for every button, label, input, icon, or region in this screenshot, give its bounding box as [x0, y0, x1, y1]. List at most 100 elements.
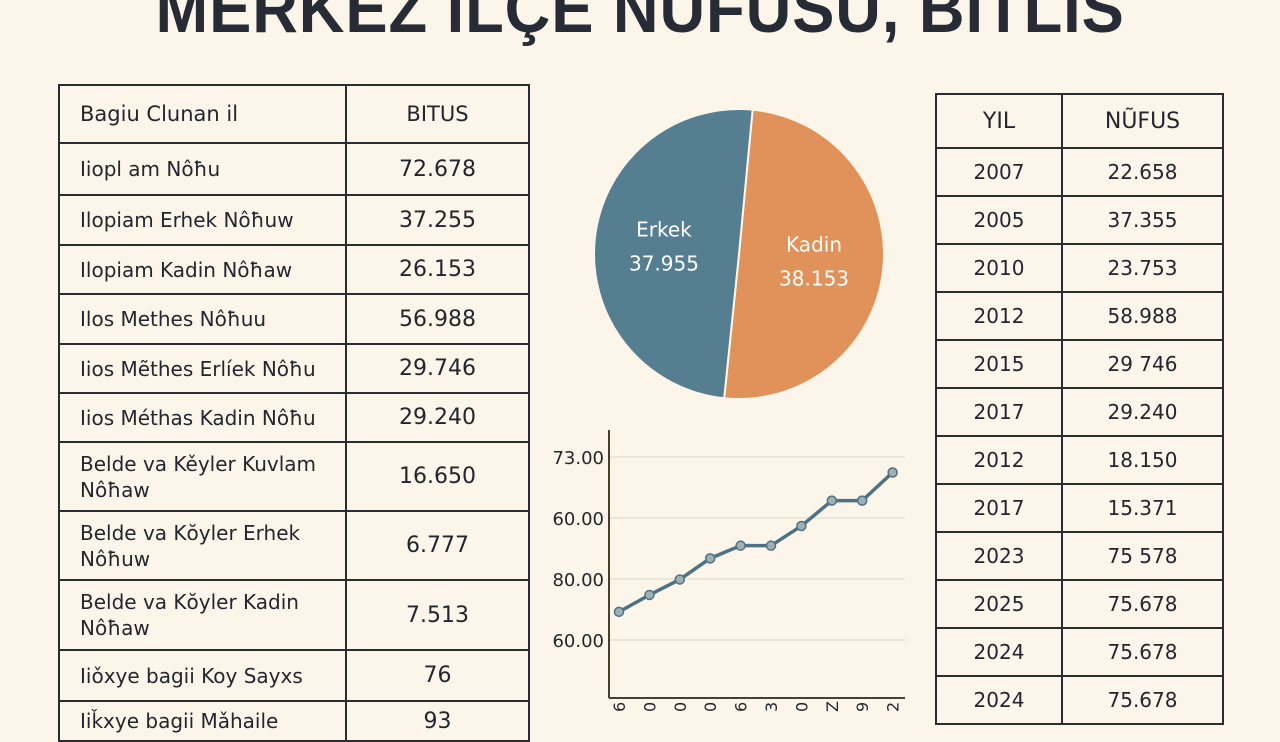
population-cell: 75.678: [1061, 579, 1224, 629]
header-cell: NŨFUS: [1061, 93, 1224, 149]
table-row: Ilopiam Kadin Nôħaw 26.153: [58, 244, 530, 295]
table-row: Belde va Kŏyler Kadin Nôħaw 7.513: [58, 579, 530, 651]
population-cell: 29 746: [1061, 339, 1224, 389]
data-point: [674, 574, 686, 585]
data-point: [735, 540, 746, 551]
table-row: 2012 58.988: [935, 291, 1224, 341]
row-label: Belde va Kěyler Kuvlam Nôħaw: [58, 441, 347, 512]
population-cell: 23.753: [1061, 243, 1224, 293]
y-tick-label: 73.00: [552, 448, 604, 469]
year-cell: 2005: [935, 195, 1063, 245]
year-cell: 2010: [935, 243, 1063, 293]
table-row: Ilos Methes Nôħuu 56.988: [58, 293, 530, 345]
data-point: [765, 540, 777, 551]
year-cell: 2017: [935, 387, 1063, 437]
line-series: [618, 471, 894, 614]
x-tick-label: 0: [792, 702, 811, 712]
table-row: Iios Méthas Kadin Nôħu 29.240: [58, 392, 530, 443]
header-cell: BITUS: [345, 84, 530, 144]
population-cell: 75.678: [1061, 675, 1224, 725]
year-cell: 2007: [935, 147, 1063, 197]
x-tick-label: 2: [884, 702, 903, 712]
charts: Kadin 38.153 Erkek 37.955 60.00 80.00 60.00 73.…: [552, 108, 905, 712]
data-point: [887, 467, 898, 478]
pie-slice-erkek: [593, 108, 754, 400]
population-cell: 29.240: [1061, 387, 1224, 437]
table-row: Belde va Kŏyler Erhek Nôħuw 6.777: [58, 510, 530, 581]
y-tick-label: 60.00: [552, 631, 604, 652]
row-value: 26.153: [345, 244, 530, 295]
year-cell: 2024: [935, 675, 1063, 725]
population-cell: 75 578: [1061, 531, 1224, 581]
pie-value: 38.153: [779, 266, 849, 290]
x-tick-label: 0: [671, 702, 690, 712]
data-point: [644, 589, 655, 601]
row-value: 6.777: [345, 510, 530, 581]
year-cell: 2023: [935, 531, 1063, 581]
table-row: Iiǒxye bagii Koy Sayxs 76: [58, 649, 530, 702]
x-tick-label: 3: [762, 702, 781, 712]
pie-label: Kadin: [786, 232, 842, 256]
table-row: 2023 75 578: [935, 531, 1224, 581]
data-point: [796, 520, 807, 532]
table-row: 2007 22.658: [935, 147, 1224, 197]
row-label: Iiopl am Nôħu: [58, 142, 347, 196]
row-label: Ilopiam Erhek Nôħuw: [58, 194, 347, 246]
row-value: 56.988: [345, 293, 530, 345]
pie-value: 37.955: [629, 252, 699, 276]
table-row: 2012 18.150: [935, 435, 1224, 485]
table-row: 2017 29.240: [935, 387, 1224, 437]
x-tick-label: 6: [610, 702, 629, 712]
year-cell: 2025: [935, 579, 1063, 629]
population-cell: 18.150: [1061, 435, 1224, 485]
population-cell: 22.658: [1061, 147, 1224, 197]
year-population-table: YIL NŨFUS 2007 22.658 2005 37.355 2010 23.753…: [935, 93, 1224, 725]
data-point: [704, 553, 716, 564]
table-row: 2010 23.753: [935, 243, 1224, 293]
x-tick-label: 0: [701, 702, 720, 712]
population-cell: 15.371: [1061, 483, 1224, 533]
data-point: [826, 495, 838, 506]
population-cell: 75.678: [1061, 627, 1224, 677]
year-cell: 2017: [935, 483, 1063, 533]
row-label: Iiǒxye bagii Koy Sayxs: [58, 649, 347, 702]
header-cell: Bagiu Clunan il: [58, 84, 347, 144]
row-value: 76: [345, 649, 530, 702]
row-label: Iios Méthas Kadin Nôħu: [58, 392, 347, 443]
row-value: 29.746: [345, 343, 530, 394]
year-cell: 2024: [935, 627, 1063, 677]
y-tick-label: 60.00: [552, 509, 604, 530]
table-row: Iios Mẽthes Erlíek Nôħu 29.746: [58, 343, 530, 394]
row-value: 7.513: [345, 579, 530, 651]
pie-slice-kadin: [723, 108, 886, 400]
table-row: Belde va Kěyler Kuvlam Nôħaw 16.650: [58, 441, 530, 512]
table-row: 2017 15.371: [935, 483, 1224, 533]
table-row: 2005 37.355: [935, 195, 1224, 245]
row-label: Belde va Kŏyler Kadin Nôħaw: [58, 579, 347, 651]
table-row: 2024 75.678: [935, 675, 1224, 725]
table-row: 2024 75.678: [935, 627, 1224, 677]
row-label: Belde va Kŏyler Erhek Nôħuw: [58, 510, 347, 581]
table-row: Ilopiam Erhek Nôħuw 37.255: [58, 194, 530, 246]
year-cell: 2015: [935, 339, 1063, 389]
x-tick-label: 0: [640, 702, 659, 712]
header-cell: YIL: [935, 93, 1063, 149]
summary-table: Bagiu Clunan il BITUS Iiopl am Nôħu 72.67…: [58, 84, 530, 742]
table-row: 2015 29 746: [935, 339, 1224, 389]
x-tick-label: 9: [853, 702, 872, 712]
population-cell: 58.988: [1061, 291, 1224, 341]
row-value: 16.650: [345, 441, 530, 512]
row-value: 72.678: [345, 142, 530, 196]
data-point: [613, 606, 625, 618]
x-tick-label: 6: [732, 702, 751, 712]
data-point: [856, 495, 868, 506]
year-cell: 2012: [935, 435, 1063, 485]
population-cell: 37.355: [1061, 195, 1224, 245]
y-tick-label: 80.00: [552, 570, 604, 591]
table-row: Iiopl am Nôħu 72.678: [58, 142, 530, 196]
row-label: Ilos Methes Nôħuu: [58, 293, 347, 345]
row-value: 37.255: [345, 194, 530, 246]
row-label: Iios Mẽthes Erlíek Nôħu: [58, 343, 347, 394]
year-cell: 2012: [935, 291, 1063, 341]
table-row: 2025 75.678: [935, 579, 1224, 629]
